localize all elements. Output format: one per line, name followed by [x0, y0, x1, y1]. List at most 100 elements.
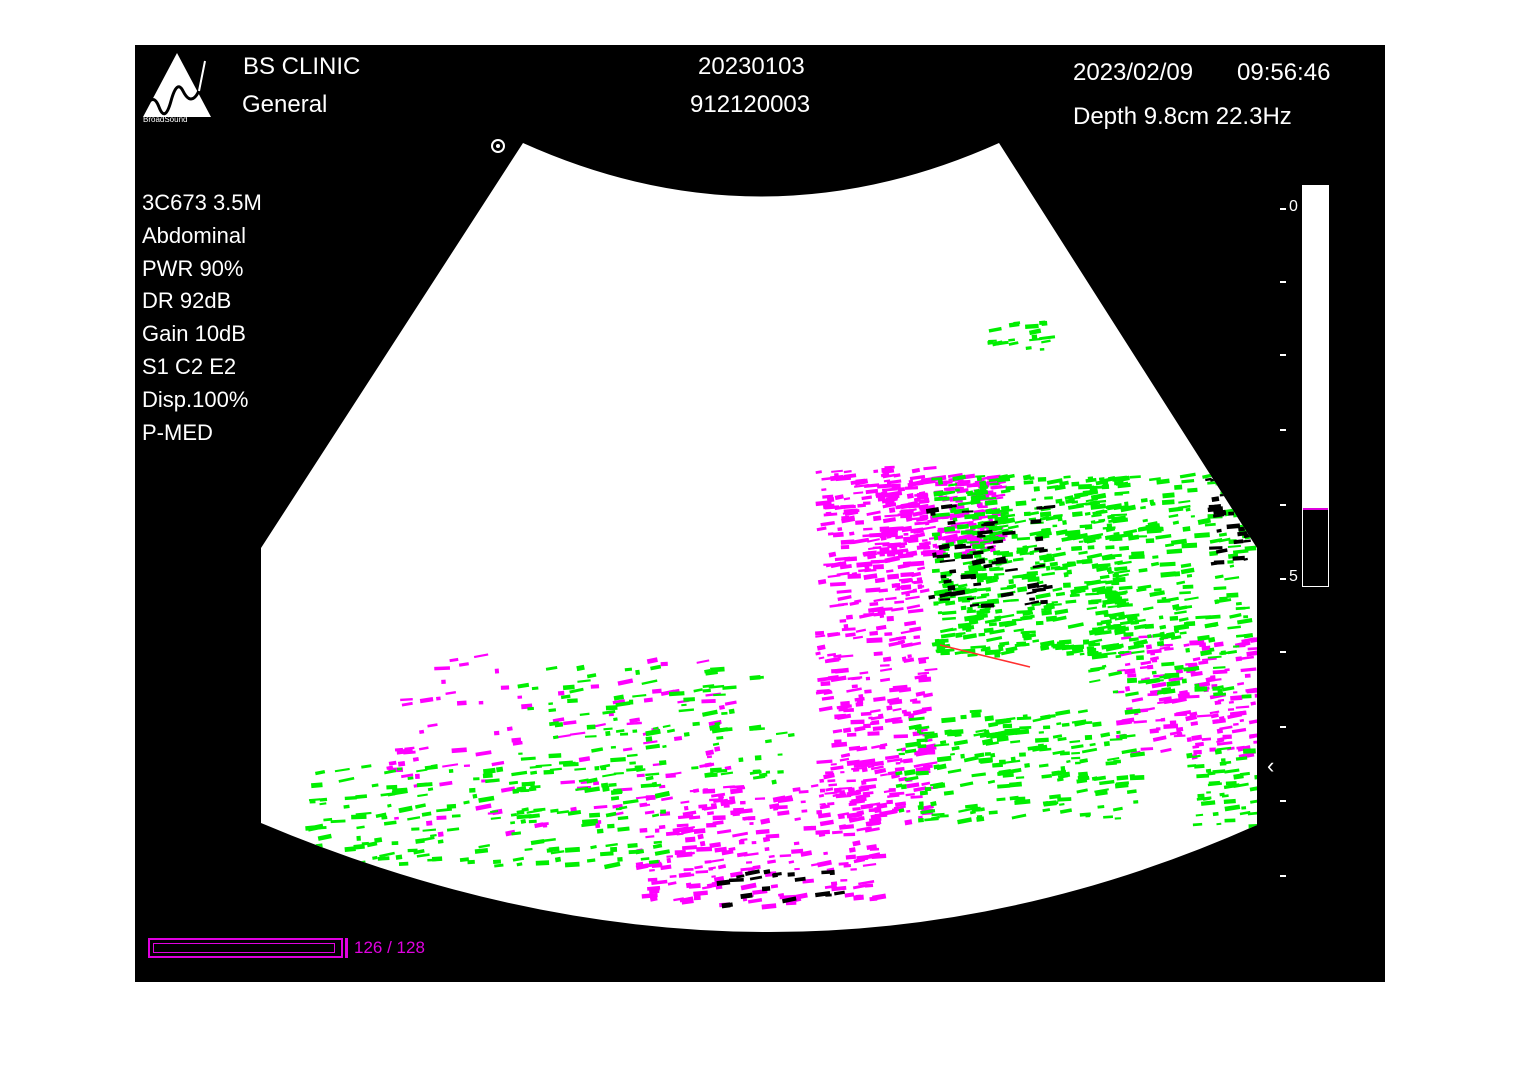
speckle	[1138, 525, 1149, 530]
speckle	[970, 494, 986, 501]
speckle	[856, 746, 868, 752]
speckle	[528, 819, 537, 824]
speckle	[1117, 602, 1130, 607]
speckle	[787, 872, 795, 877]
speckle	[883, 789, 891, 794]
speckle	[1046, 478, 1063, 485]
speckle	[1071, 719, 1087, 724]
speckle	[1192, 754, 1201, 759]
speckle	[1175, 710, 1192, 717]
speckle	[961, 510, 974, 513]
speckle	[886, 479, 902, 485]
speckle	[988, 478, 999, 483]
speckle	[995, 608, 1003, 614]
speckle	[900, 784, 907, 790]
speckle	[710, 802, 717, 809]
speckle	[853, 491, 864, 495]
speckle	[830, 675, 847, 683]
speckle	[1164, 543, 1174, 548]
speckle	[1230, 695, 1243, 701]
speckle	[843, 473, 857, 479]
speckle	[653, 840, 662, 844]
speckle	[984, 499, 998, 506]
depth-tick	[1280, 578, 1286, 580]
speckle	[1236, 486, 1242, 491]
speckle	[974, 752, 985, 759]
speckle	[644, 810, 655, 815]
speckle	[1052, 587, 1063, 592]
speckle	[1179, 631, 1187, 635]
speckle	[1162, 492, 1175, 499]
speckle	[869, 630, 879, 636]
speckle	[1141, 624, 1148, 629]
speckle	[874, 542, 890, 546]
speckle	[953, 739, 968, 746]
speckle	[905, 508, 917, 513]
cine-progress-bar[interactable]	[148, 938, 343, 958]
speckle	[765, 739, 772, 744]
speckle	[386, 765, 394, 770]
speckle	[914, 725, 930, 731]
speckle	[1027, 605, 1035, 612]
speckle	[998, 474, 1009, 479]
speckle	[379, 851, 395, 858]
speckle	[1151, 681, 1167, 689]
speckle	[1221, 490, 1235, 496]
speckle	[660, 661, 668, 667]
speckle	[548, 846, 560, 852]
speckle	[676, 851, 693, 858]
speckle	[934, 496, 950, 502]
speckle	[904, 620, 917, 627]
speckle	[1107, 756, 1120, 762]
speckle	[751, 841, 757, 845]
speckle	[1196, 714, 1212, 718]
speckle	[577, 679, 591, 683]
speckle	[852, 635, 864, 640]
speckle	[1137, 525, 1153, 532]
speckle	[1035, 561, 1040, 565]
speckle	[817, 859, 832, 868]
speckle	[1233, 539, 1244, 545]
speckle	[1236, 509, 1247, 514]
speckle	[1209, 747, 1216, 752]
speckle	[415, 773, 420, 779]
speckle	[904, 769, 916, 776]
speckle	[676, 823, 689, 828]
speckle	[564, 846, 581, 853]
speckle	[446, 827, 460, 832]
speckle	[810, 783, 819, 788]
speckle	[947, 768, 962, 774]
speckle	[1051, 551, 1066, 558]
speckle	[1219, 792, 1225, 797]
speckle	[624, 667, 633, 672]
speckle	[1114, 492, 1123, 496]
speckle	[1217, 685, 1224, 690]
speckle	[1194, 686, 1208, 692]
speckle	[560, 780, 575, 785]
speckle	[895, 535, 904, 540]
speckle	[1091, 513, 1102, 518]
speckle	[740, 866, 756, 872]
speckle	[830, 560, 847, 569]
speckle	[830, 581, 846, 587]
speckle	[1250, 701, 1257, 706]
speckle	[1237, 644, 1246, 648]
speckle	[1210, 713, 1219, 719]
speckle	[1240, 667, 1257, 673]
speckle	[1214, 478, 1227, 486]
speckle	[983, 563, 993, 569]
speckle	[490, 816, 501, 820]
speckle	[891, 607, 904, 612]
speckle	[939, 627, 954, 634]
speckle	[778, 795, 793, 802]
speckle	[586, 724, 596, 730]
speckle	[834, 739, 842, 744]
speckle	[862, 791, 874, 796]
speckle	[890, 529, 899, 533]
speckle	[728, 846, 736, 852]
speckle	[840, 878, 848, 882]
speckle	[1169, 720, 1177, 725]
speckle	[1038, 763, 1049, 768]
speckle	[446, 803, 457, 809]
speckle	[591, 747, 604, 753]
